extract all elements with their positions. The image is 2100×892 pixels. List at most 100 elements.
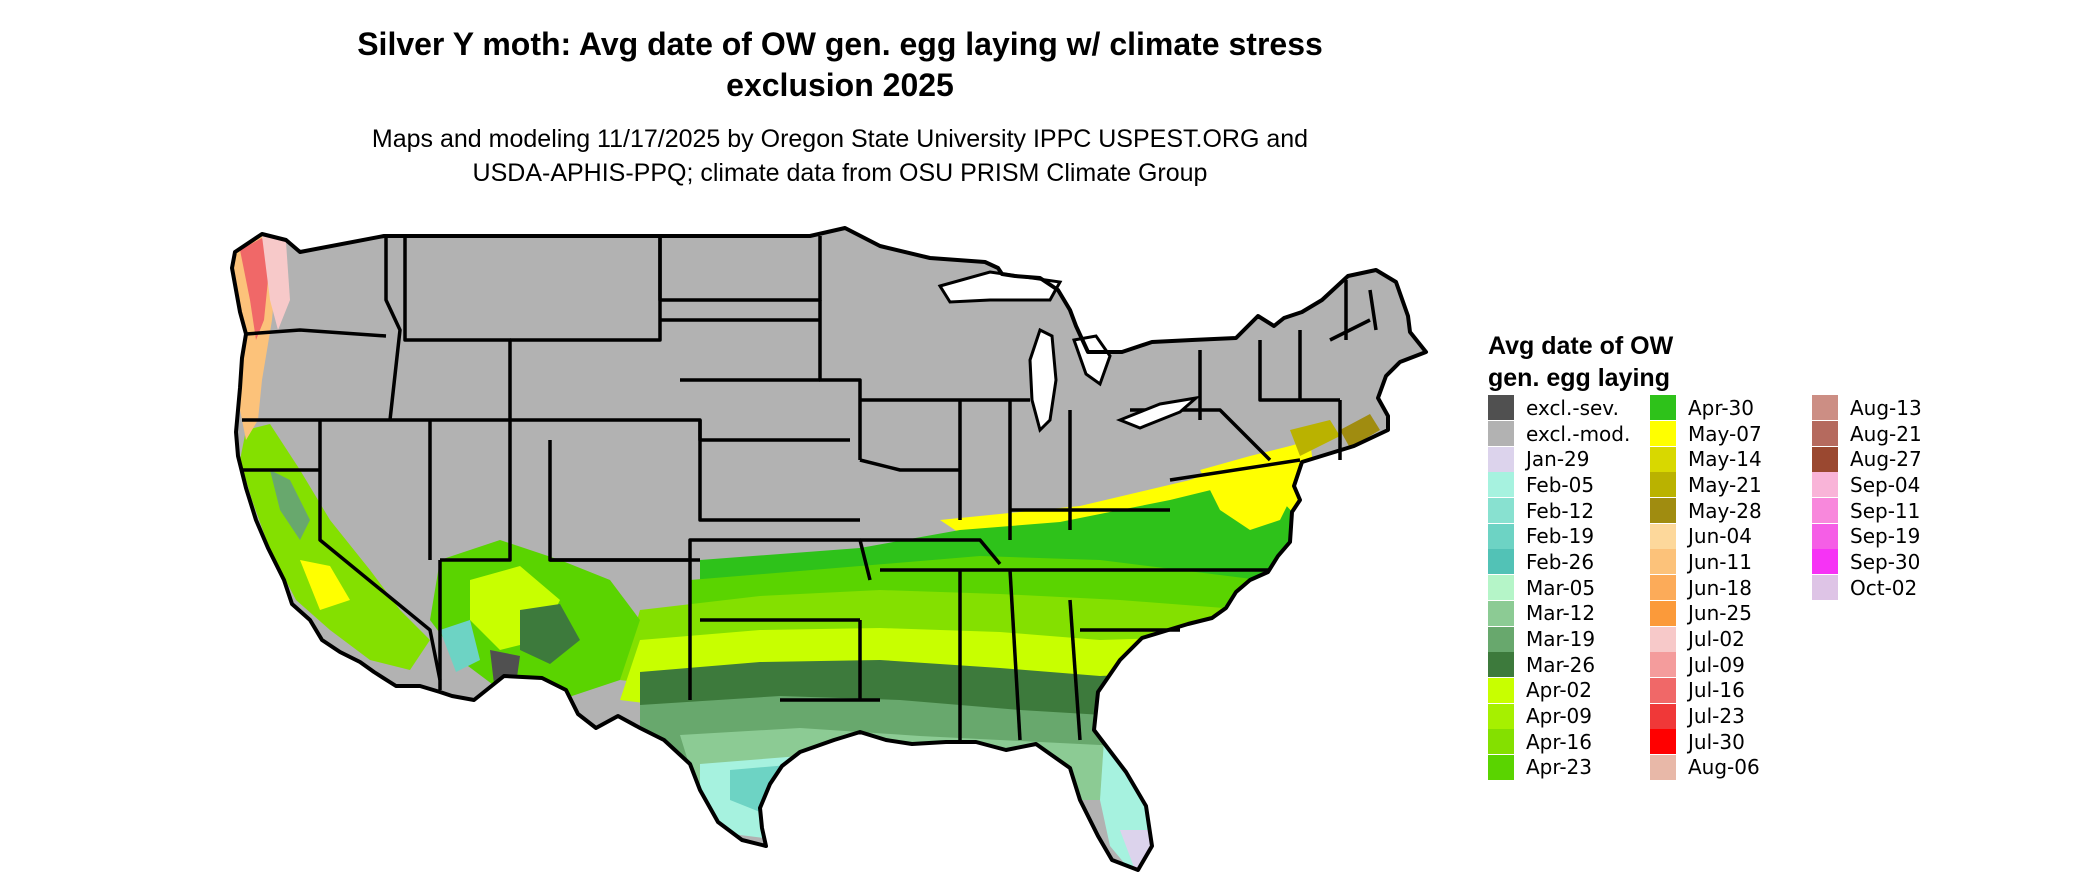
legend-label: Jun-11	[1688, 549, 1752, 574]
legend-item: Apr-30	[1650, 395, 1762, 421]
legend-item: May-28	[1650, 498, 1762, 524]
legend-swatch	[1812, 421, 1838, 447]
legend-label: Jul-23	[1688, 704, 1745, 729]
us-outline	[230, 226, 1428, 872]
legend-swatch	[1650, 498, 1676, 524]
legend-label: Feb-05	[1526, 472, 1595, 497]
legend-title: Avg date of OW gen. egg laying	[1488, 330, 1673, 394]
legend-item: Jun-25	[1650, 600, 1762, 627]
legend-column-1: excl.-sev. excl.-mod. Jan-29 Feb-05 Feb-12 Fe…	[1488, 395, 1630, 780]
legend-item: Oct-02	[1812, 575, 1922, 601]
legend-item: excl.-mod.	[1488, 421, 1630, 447]
zone-coast-jul-16	[240, 238, 270, 340]
legend-item: Apr-09	[1488, 703, 1630, 729]
legend-item: Jul-16	[1650, 677, 1762, 704]
legend-label: Sep-11	[1850, 498, 1921, 523]
legend-item: Feb-05	[1488, 472, 1630, 498]
legend-label: Jul-16	[1688, 678, 1745, 703]
legend-swatch	[1650, 523, 1676, 549]
legend-swatch	[1812, 472, 1838, 498]
zone-mid-atlantic-may-21	[1290, 420, 1340, 456]
legend-label: excl.-sev.	[1526, 395, 1619, 420]
legend-swatch	[1488, 652, 1514, 678]
legend-swatch	[1488, 523, 1514, 549]
great-lakes	[937, 270, 1201, 433]
us-land-base	[232, 228, 1426, 870]
legend-swatch	[1488, 549, 1514, 575]
map-subtitle-line-2: USDA-APHIS-PPQ; climate data from OSU PR…	[472, 159, 1208, 187]
legend-label: Apr-09	[1526, 704, 1592, 729]
legend-swatch	[1650, 677, 1676, 703]
legend-item: Mar-26	[1488, 652, 1630, 678]
lake-michigan	[1028, 327, 1058, 433]
legend-column-2: Apr-30 May-07 May-14 May-21 May-28 Jun-04 Jun-…	[1650, 395, 1762, 780]
legend-label: Aug-21	[1850, 421, 1922, 446]
legend-item: Aug-27	[1812, 446, 1922, 472]
legend-label: Jun-04	[1688, 524, 1752, 549]
lake-superior	[937, 270, 1063, 304]
legend-label: Mar-26	[1526, 652, 1596, 677]
legend-swatch	[1488, 575, 1514, 601]
legend-item: Sep-11	[1812, 498, 1922, 524]
legend-title-line-1: Avg date of OW	[1488, 332, 1674, 360]
zone-ca-may-07	[300, 560, 350, 610]
legend-swatch	[1812, 395, 1838, 421]
legend-item: Jun-04	[1650, 523, 1762, 549]
legend-swatch	[1650, 549, 1676, 575]
legend-item: Aug-21	[1812, 421, 1922, 447]
legend-swatch	[1488, 421, 1514, 447]
legend-label: Feb-19	[1526, 524, 1595, 549]
state-boundaries	[240, 236, 1378, 741]
legend-label: Mar-19	[1526, 627, 1596, 652]
legend-item: Feb-19	[1488, 523, 1630, 549]
zone-ne-mid-may-28	[1340, 414, 1380, 448]
legend-label: Jun-18	[1688, 575, 1752, 600]
legend-item: Jun-18	[1650, 575, 1762, 601]
legend-label: Mar-05	[1526, 575, 1596, 600]
legend-label: Jul-09	[1688, 652, 1745, 677]
legend-swatch	[1650, 575, 1676, 601]
legend-swatch	[1650, 395, 1676, 421]
legend-label: Sep-30	[1850, 549, 1921, 574]
legend-swatch	[1650, 729, 1676, 755]
legend-label: Jul-02	[1688, 627, 1745, 652]
legend-swatch	[1650, 754, 1676, 780]
legend-item: Mar-05	[1488, 575, 1630, 601]
legend-label: Jan-29	[1526, 447, 1590, 472]
legend-item: Aug-06	[1650, 754, 1762, 781]
legend-label: May-28	[1688, 498, 1762, 523]
zone-mid-atlantic-may-07	[1200, 446, 1300, 530]
legend-label: Mar-12	[1526, 601, 1596, 626]
legend-label: Sep-04	[1850, 472, 1921, 497]
legend-column-3: Aug-13 Aug-21 Aug-27 Sep-04 Sep-11 Sep-19 Sep-…	[1812, 395, 1922, 601]
map-subtitle: Maps and modeling 11/17/2025 by Oregon S…	[140, 122, 1540, 190]
legend-label: Oct-02	[1850, 575, 1918, 600]
legend-swatch	[1812, 549, 1838, 575]
legend-label: Feb-26	[1526, 549, 1595, 574]
legend-label: Apr-16	[1526, 729, 1592, 754]
legend-swatch	[1488, 472, 1514, 498]
legend-swatch	[1812, 523, 1838, 549]
legend-item: Sep-19	[1812, 523, 1922, 549]
legend-item: Jul-23	[1650, 703, 1762, 729]
legend-label: Jul-30	[1688, 729, 1745, 754]
legend-label: Sep-19	[1850, 524, 1921, 549]
legend-swatch	[1488, 729, 1514, 755]
legend-label: Apr-02	[1526, 678, 1592, 703]
legend-swatch	[1488, 677, 1514, 703]
zone-coast-jul-02	[262, 236, 290, 330]
legend-item: Jul-09	[1650, 652, 1762, 678]
map-subtitle-line-1: Maps and modeling 11/17/2025 by Oregon S…	[371, 125, 1309, 153]
legend-swatch	[1488, 600, 1514, 626]
legend-item: Mar-19	[1488, 626, 1630, 652]
legend-swatch	[1488, 395, 1514, 421]
legend-label: Aug-06	[1688, 755, 1760, 780]
legend-item: excl.-sev.	[1488, 395, 1630, 421]
legend-swatch	[1488, 498, 1514, 524]
legend-label: Jun-25	[1688, 601, 1752, 626]
legend-swatch	[1488, 626, 1514, 652]
legend-swatch	[1650, 703, 1676, 729]
zone-sw-mar-26	[520, 604, 580, 664]
legend-item: Sep-30	[1812, 549, 1922, 575]
legend-swatch	[1488, 446, 1514, 472]
